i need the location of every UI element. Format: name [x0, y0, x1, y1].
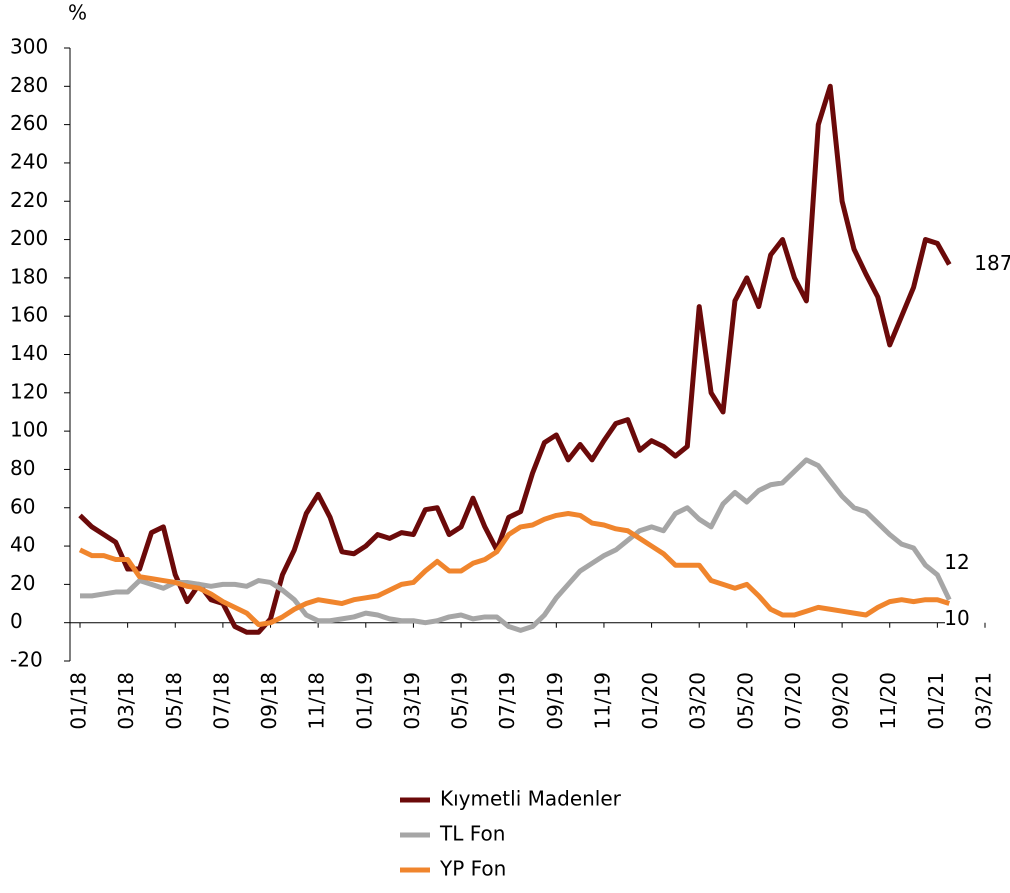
x-tick-label: 03/21 — [972, 672, 996, 730]
x-tick-label: 11/20 — [876, 672, 900, 730]
x-tick-label: 03/20 — [686, 672, 710, 730]
x-tick-label: 01/19 — [352, 672, 376, 730]
y-tick-label: 200 — [10, 226, 48, 250]
y-tick-label: 300 — [10, 35, 48, 59]
x-tick-label: 03/18 — [114, 672, 138, 730]
x-tick-label: 07/20 — [781, 672, 805, 730]
y-tick-label: 260 — [10, 111, 48, 135]
x-tick-label: 11/18 — [305, 672, 329, 730]
legend-label: YP Fon — [439, 857, 506, 881]
end-label: 12 — [944, 550, 969, 574]
y-tick-label: -20 — [10, 648, 43, 672]
y-tick-label: 120 — [10, 379, 48, 403]
x-tick-label: 09/19 — [543, 672, 567, 730]
series-line — [80, 457, 952, 633]
x-tick-label: 07/18 — [209, 672, 233, 730]
series-line — [78, 510, 951, 628]
x-tick-label: 05/19 — [448, 672, 472, 730]
x-tick-label: 01/20 — [638, 672, 662, 730]
x-tick-label: 03/19 — [400, 672, 424, 730]
end-label: 10 — [944, 606, 969, 630]
x-tick-label: 05/18 — [162, 672, 186, 730]
y-tick-label: 40 — [10, 533, 35, 557]
end-label: 187 — [974, 251, 1010, 275]
legend-label: TL Fon — [439, 822, 505, 846]
y-tick-label: 100 — [10, 418, 48, 442]
x-tick-label: 05/20 — [733, 672, 757, 730]
y-tick-label: 240 — [10, 149, 48, 173]
y-tick-label: 280 — [10, 73, 48, 97]
x-tick-label: 01/21 — [924, 672, 948, 730]
legend-label: Kıymetli Madenler — [440, 787, 622, 811]
y-tick-label: 0 — [10, 609, 23, 633]
x-tick-label: 09/20 — [829, 672, 853, 730]
x-tick-label: 01/18 — [67, 672, 91, 730]
y-tick-label: 60 — [10, 494, 35, 518]
y-tick-label: 180 — [10, 264, 48, 288]
y-axis-label: % — [68, 1, 87, 25]
x-tick-label: 07/19 — [495, 672, 519, 730]
x-tick-label: 11/19 — [590, 672, 614, 730]
y-tick-label: 160 — [10, 303, 48, 327]
y-tick-label: 220 — [10, 188, 48, 212]
y-tick-label: 20 — [10, 571, 35, 595]
series-line — [78, 83, 952, 635]
y-tick-label: 140 — [10, 341, 48, 365]
x-tick-label: 09/18 — [257, 672, 281, 730]
y-tick-label: 80 — [10, 456, 35, 480]
